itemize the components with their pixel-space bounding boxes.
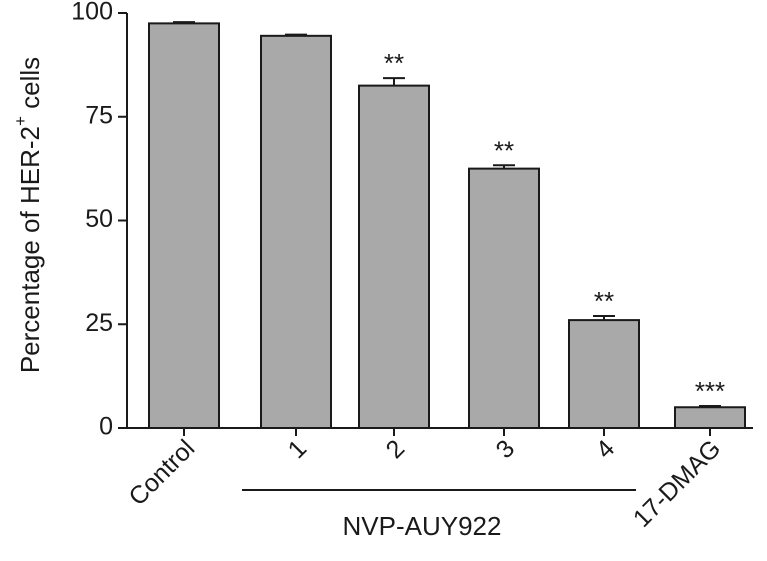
- bar-3: [468, 167, 540, 429]
- category-label-0: Control: [123, 434, 200, 511]
- significance-5: ***: [695, 376, 725, 406]
- bar-5: [674, 406, 746, 429]
- y-axis-title-superscript: +: [11, 116, 30, 126]
- significance-3: **: [494, 135, 514, 165]
- plot-area: Control 1 ** 2 ** 3 ** 4 *** 17-DMAG 0 25 50 75 100: [71, 0, 753, 533]
- y-tick-label-0: 0: [99, 413, 113, 441]
- category-label-5: 17-DMAG: [628, 434, 726, 532]
- y-tick-label-3: 75: [85, 101, 113, 129]
- category-label-1: 1: [283, 434, 313, 464]
- bar-2: [358, 84, 430, 429]
- category-label-3: 3: [491, 434, 521, 464]
- bar-1: [260, 34, 332, 429]
- y-axis-title-main: Percentage of HER-2: [15, 126, 45, 373]
- y-axis-title-tail: cells: [15, 57, 45, 116]
- significance-4: **: [594, 286, 614, 316]
- significance-2: **: [384, 48, 404, 78]
- y-tick-label-1: 25: [85, 309, 113, 337]
- y-tick-label-4: 100: [71, 0, 113, 26]
- bar-0: [148, 22, 220, 429]
- svg-text:Percentage of HER-2+ cells: Percentage of HER-2+ cells: [11, 57, 44, 373]
- category-label-4: 4: [591, 434, 621, 464]
- y-tick-label-2: 50: [85, 205, 113, 233]
- category-label-2: 2: [381, 434, 411, 464]
- y-axis-title: Percentage of HER-2+ cells: [11, 57, 44, 373]
- group-label: NVP-AUY922: [343, 511, 502, 541]
- bar-4: [568, 319, 640, 430]
